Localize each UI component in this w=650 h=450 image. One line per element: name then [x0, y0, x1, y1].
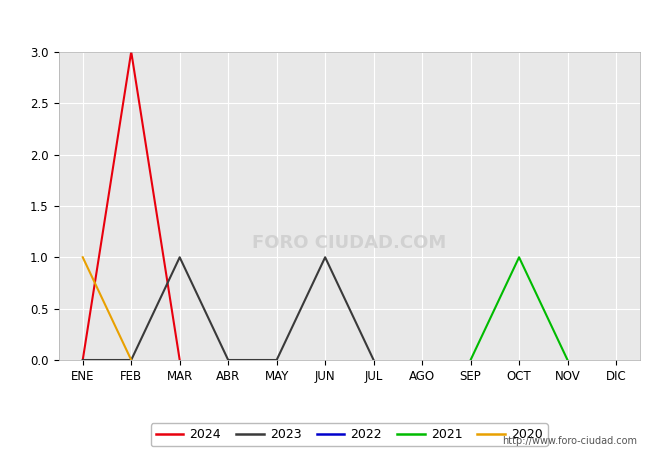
2024	[127, 49, 135, 54]
Line: 2024: 2024	[83, 52, 179, 360]
Text: http://www.foro-ciudad.com: http://www.foro-ciudad.com	[502, 436, 637, 446]
2023	[127, 357, 135, 363]
2023	[79, 357, 86, 363]
Text: Matriculaciones de Vehiculos en Ezprogui: Matriculaciones de Vehiculos en Ezprogui	[153, 14, 497, 33]
2024	[176, 357, 183, 363]
2020	[79, 255, 86, 260]
Line: 2020: 2020	[83, 257, 131, 360]
Legend: 2024, 2023, 2022, 2021, 2020: 2024, 2023, 2022, 2021, 2020	[151, 423, 548, 446]
Line: 2021: 2021	[471, 257, 567, 360]
2021	[515, 255, 523, 260]
2023	[370, 357, 378, 363]
Line: 2023: 2023	[83, 257, 374, 360]
2023	[176, 255, 183, 260]
2020	[127, 357, 135, 363]
2024	[79, 357, 86, 363]
Text: FORO CIUDAD.COM: FORO CIUDAD.COM	[252, 234, 447, 252]
2023	[273, 357, 281, 363]
2023	[321, 255, 329, 260]
2023	[224, 357, 232, 363]
2021	[467, 357, 474, 363]
2021	[564, 357, 571, 363]
